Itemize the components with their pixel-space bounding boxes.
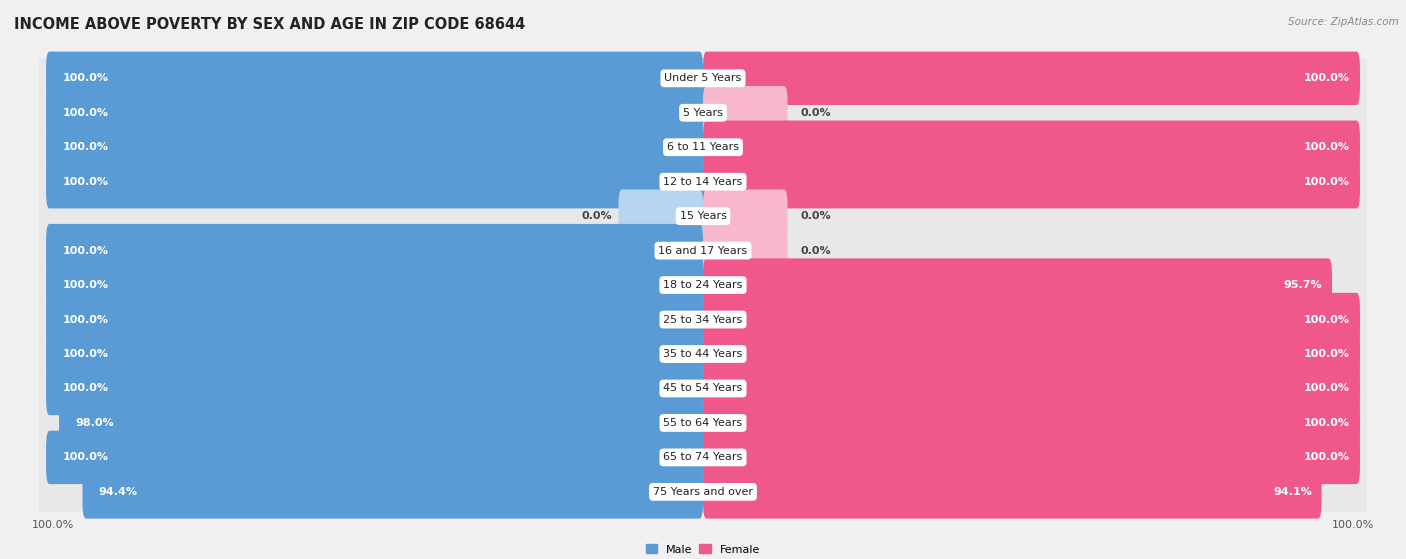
FancyBboxPatch shape <box>703 465 1322 519</box>
Text: 100.0%: 100.0% <box>1305 349 1350 359</box>
Text: 98.0%: 98.0% <box>76 418 114 428</box>
FancyBboxPatch shape <box>39 93 1367 132</box>
Text: INCOME ABOVE POVERTY BY SEX AND AGE IN ZIP CODE 68644: INCOME ABOVE POVERTY BY SEX AND AGE IN Z… <box>14 17 526 32</box>
Text: 45 to 54 Years: 45 to 54 Years <box>664 383 742 394</box>
FancyBboxPatch shape <box>46 51 703 105</box>
FancyBboxPatch shape <box>39 231 1367 271</box>
Text: 100.0%: 100.0% <box>62 452 108 462</box>
FancyBboxPatch shape <box>59 396 703 449</box>
Text: 100.0%: 100.0% <box>1305 315 1350 325</box>
Text: 100.0%: 100.0% <box>62 315 108 325</box>
Text: 100.0%: 100.0% <box>62 349 108 359</box>
Text: 0.0%: 0.0% <box>800 108 831 118</box>
FancyBboxPatch shape <box>39 403 1367 443</box>
FancyBboxPatch shape <box>39 58 1367 98</box>
FancyBboxPatch shape <box>83 465 703 519</box>
FancyBboxPatch shape <box>39 162 1367 202</box>
Text: 100.0%: 100.0% <box>62 108 108 118</box>
FancyBboxPatch shape <box>703 258 1331 312</box>
FancyBboxPatch shape <box>46 224 703 277</box>
Text: 55 to 64 Years: 55 to 64 Years <box>664 418 742 428</box>
Text: 0.0%: 0.0% <box>800 211 831 221</box>
FancyBboxPatch shape <box>39 300 1367 339</box>
FancyBboxPatch shape <box>39 368 1367 409</box>
FancyBboxPatch shape <box>46 258 703 312</box>
FancyBboxPatch shape <box>46 328 703 381</box>
Legend: Male, Female: Male, Female <box>641 540 765 559</box>
Text: 100.0%: 100.0% <box>1305 142 1350 152</box>
Text: 12 to 14 Years: 12 to 14 Years <box>664 177 742 187</box>
FancyBboxPatch shape <box>46 430 703 484</box>
Text: Source: ZipAtlas.com: Source: ZipAtlas.com <box>1288 17 1399 27</box>
FancyBboxPatch shape <box>703 396 1360 449</box>
FancyBboxPatch shape <box>703 430 1360 484</box>
FancyBboxPatch shape <box>703 362 1360 415</box>
Text: 0.0%: 0.0% <box>800 245 831 255</box>
Text: 0.0%: 0.0% <box>581 211 612 221</box>
FancyBboxPatch shape <box>46 86 703 140</box>
FancyBboxPatch shape <box>39 472 1367 512</box>
Text: 25 to 34 Years: 25 to 34 Years <box>664 315 742 325</box>
FancyBboxPatch shape <box>39 196 1367 236</box>
FancyBboxPatch shape <box>703 121 1360 174</box>
FancyBboxPatch shape <box>46 155 703 209</box>
Text: 100.0%: 100.0% <box>62 142 108 152</box>
Text: 100.0%: 100.0% <box>62 73 108 83</box>
Text: 100.0%: 100.0% <box>1305 383 1350 394</box>
Text: 65 to 74 Years: 65 to 74 Years <box>664 452 742 462</box>
Text: 100.0%: 100.0% <box>62 383 108 394</box>
Text: 100.0%: 100.0% <box>62 280 108 290</box>
FancyBboxPatch shape <box>46 362 703 415</box>
Text: 100.0%: 100.0% <box>1305 73 1350 83</box>
Text: 35 to 44 Years: 35 to 44 Years <box>664 349 742 359</box>
FancyBboxPatch shape <box>39 334 1367 374</box>
FancyBboxPatch shape <box>703 328 1360 381</box>
Text: 95.7%: 95.7% <box>1284 280 1322 290</box>
FancyBboxPatch shape <box>703 51 1360 105</box>
FancyBboxPatch shape <box>39 438 1367 477</box>
FancyBboxPatch shape <box>703 293 1360 346</box>
FancyBboxPatch shape <box>703 190 787 243</box>
FancyBboxPatch shape <box>46 121 703 174</box>
Text: 15 Years: 15 Years <box>679 211 727 221</box>
Text: 94.4%: 94.4% <box>98 487 138 497</box>
Text: 100.0%: 100.0% <box>1305 177 1350 187</box>
Text: 75 Years and over: 75 Years and over <box>652 487 754 497</box>
FancyBboxPatch shape <box>46 293 703 346</box>
Text: Under 5 Years: Under 5 Years <box>665 73 741 83</box>
FancyBboxPatch shape <box>39 265 1367 305</box>
FancyBboxPatch shape <box>619 190 703 243</box>
Text: 18 to 24 Years: 18 to 24 Years <box>664 280 742 290</box>
FancyBboxPatch shape <box>703 86 787 140</box>
FancyBboxPatch shape <box>39 127 1367 167</box>
Text: 16 and 17 Years: 16 and 17 Years <box>658 245 748 255</box>
Text: 100.0%: 100.0% <box>1305 452 1350 462</box>
Text: 6 to 11 Years: 6 to 11 Years <box>666 142 740 152</box>
Text: 100.0%: 100.0% <box>1305 418 1350 428</box>
Text: 100.0%: 100.0% <box>62 177 108 187</box>
Text: 94.1%: 94.1% <box>1272 487 1312 497</box>
FancyBboxPatch shape <box>703 224 787 277</box>
Text: 5 Years: 5 Years <box>683 108 723 118</box>
FancyBboxPatch shape <box>703 155 1360 209</box>
Text: 100.0%: 100.0% <box>62 245 108 255</box>
